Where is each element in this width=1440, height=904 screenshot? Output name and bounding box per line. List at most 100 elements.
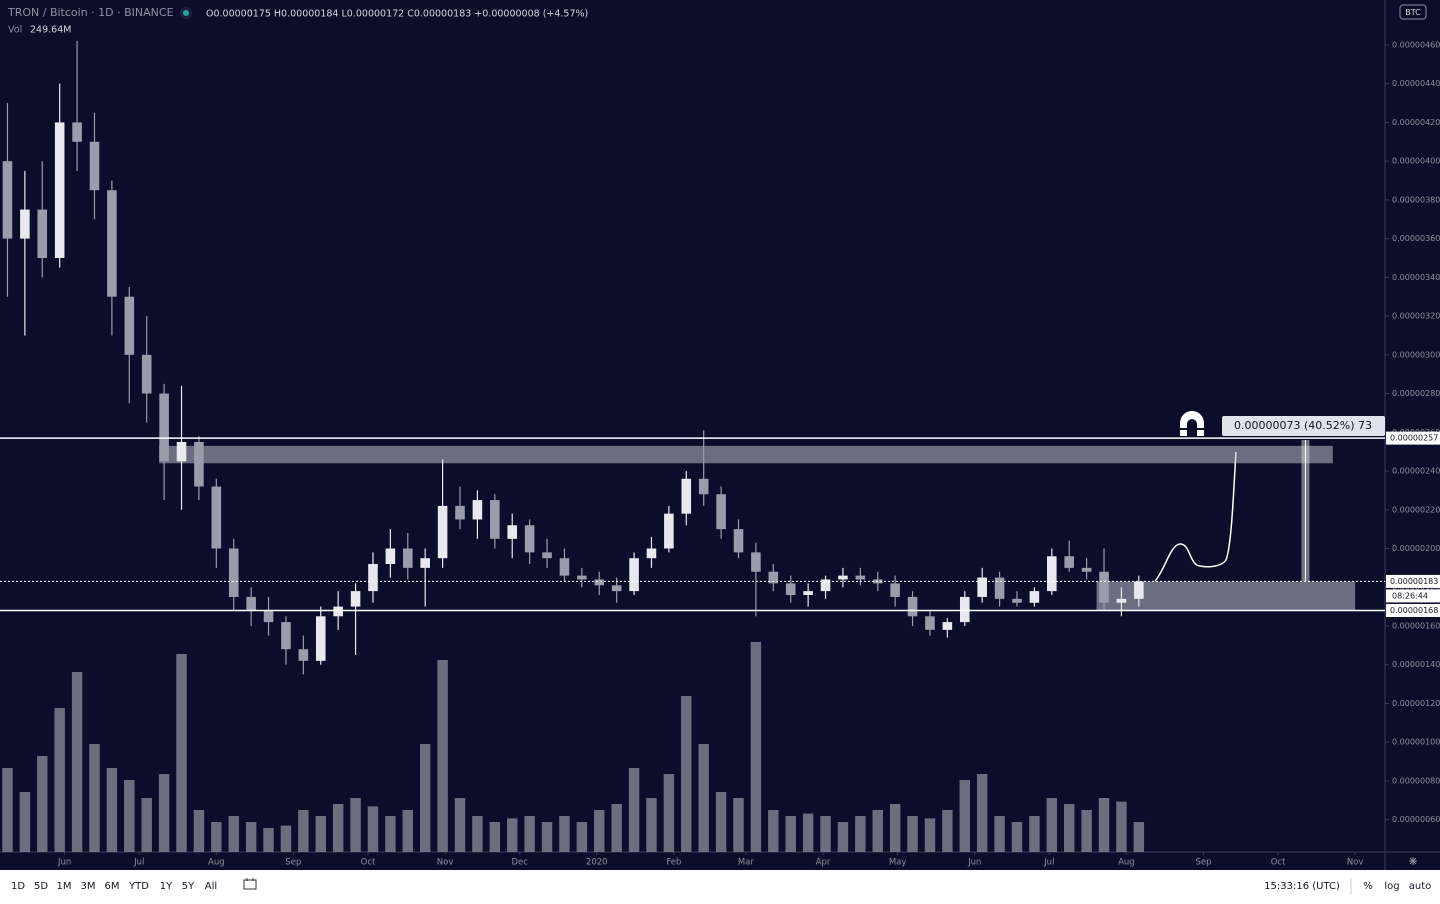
candle-body [472,500,483,520]
candle-body [263,610,274,623]
volume-bar [193,810,205,852]
y-tick-label: 0.00000420 [1392,118,1440,127]
candle-body [72,122,82,142]
y-tick-label: 0.00000240 [1392,467,1440,476]
volume-bar [454,798,466,852]
candle-body [124,296,135,355]
candle-body [594,579,605,586]
volume-bar [855,816,866,852]
candle-body [646,548,657,559]
volume-bar [332,804,344,852]
settings-icon[interactable] [1409,857,1417,865]
volume-bar [141,798,152,852]
clock[interactable]: 15:33:16 (UTC) [1264,881,1340,892]
symbol: TRON / Bitcoin · 1D · BINANCE [7,6,174,19]
volume-bar [837,822,849,852]
x-tick-label: May [889,858,907,868]
measure-label: 0.00000073 (40.52%) 73 [1234,419,1372,432]
candle-body [942,622,953,630]
volume-bar [1063,804,1075,852]
candle-body [107,190,117,297]
x-tick-label: Apr [816,858,831,868]
range-button[interactable]: 1D [11,881,25,892]
volume-bar [176,654,187,852]
volume-bar [785,816,796,852]
candle-body [194,441,204,487]
currency[interactable]: BTC [1405,8,1421,17]
volume-bar [611,804,622,852]
candle-body [159,393,169,462]
candle-body [141,354,152,394]
price-label: 0.00000168 [1390,606,1438,615]
range-button[interactable]: 3M [81,881,96,892]
candle-body [507,525,518,539]
axis-option[interactable]: log [1384,881,1399,892]
candle-body [524,525,535,553]
measure-label-box [1222,416,1385,436]
candle-body [925,616,935,630]
candle-body [89,141,100,191]
range-button[interactable]: 1M [57,881,72,892]
toolbar-background [0,870,1440,900]
y-tick-label: 0.00000280 [1392,389,1440,398]
x-tick-label: 2020 [586,858,608,868]
volume-bar [211,822,222,852]
x-tick-label: Jun [967,858,981,868]
x-tick-label: Oct [361,858,376,868]
volume-bar [2,768,13,852]
candle-body [37,209,48,258]
y-tick-label: 0.00000400 [1392,157,1440,166]
candle-body [611,585,622,592]
range-button[interactable]: 5Y [182,881,195,892]
volume-bar [298,810,309,852]
y-tick-label: 0.00000200 [1392,544,1440,553]
volume-bar [19,792,31,852]
volume-bar [350,798,361,852]
range-button[interactable]: 6M [105,881,120,892]
volume-bar [37,756,48,852]
currency-badge[interactable] [1399,4,1427,20]
range-button[interactable]: YTD [128,881,149,892]
x-tick-label: Aug [1118,858,1135,868]
status-dot [183,10,189,16]
candle-body [698,478,709,495]
volume-bar [367,806,379,852]
candle-body [577,575,587,580]
volume-bar [681,696,692,852]
x-tick-label: Sep [1195,858,1211,868]
candle-body [681,478,692,514]
volume-bar [1081,810,1092,852]
volume-bar [1098,798,1110,852]
candle-body [542,552,552,559]
date-range-icon[interactable] [243,878,257,890]
range-button[interactable]: All [205,881,217,892]
candle-body [1064,556,1074,568]
price-label-box [1386,603,1440,617]
candle-body [54,122,65,258]
range-button[interactable]: 1Y [160,881,173,892]
volume-bar [820,816,831,852]
y-tick-label: 0.00000340 [1392,273,1440,282]
price-label: 0.00000257 [1390,434,1438,443]
y-tick-label: 0.00000100 [1392,738,1440,747]
volume-bar [1116,801,1127,852]
y-tick-label: 0.00000160 [1392,621,1440,630]
candle-body [629,558,639,592]
range-button[interactable]: 5D [34,881,48,892]
volume-bar [472,816,483,852]
volume-bar [263,828,274,852]
x-tick-label: Nov [437,858,454,868]
candle-body [716,494,726,530]
candle-body [1012,598,1022,603]
candle-body [350,591,361,607]
candle-body [1134,581,1144,599]
axis-option[interactable]: auto [1409,881,1432,892]
candle-body [437,505,448,559]
volume-bar [576,822,588,852]
volume-bar [71,672,83,852]
volume-bar [489,822,501,852]
axis-option[interactable]: % [1363,881,1373,892]
candle-body [403,548,413,568]
volume-bar [158,774,170,852]
candle-body [385,548,396,564]
